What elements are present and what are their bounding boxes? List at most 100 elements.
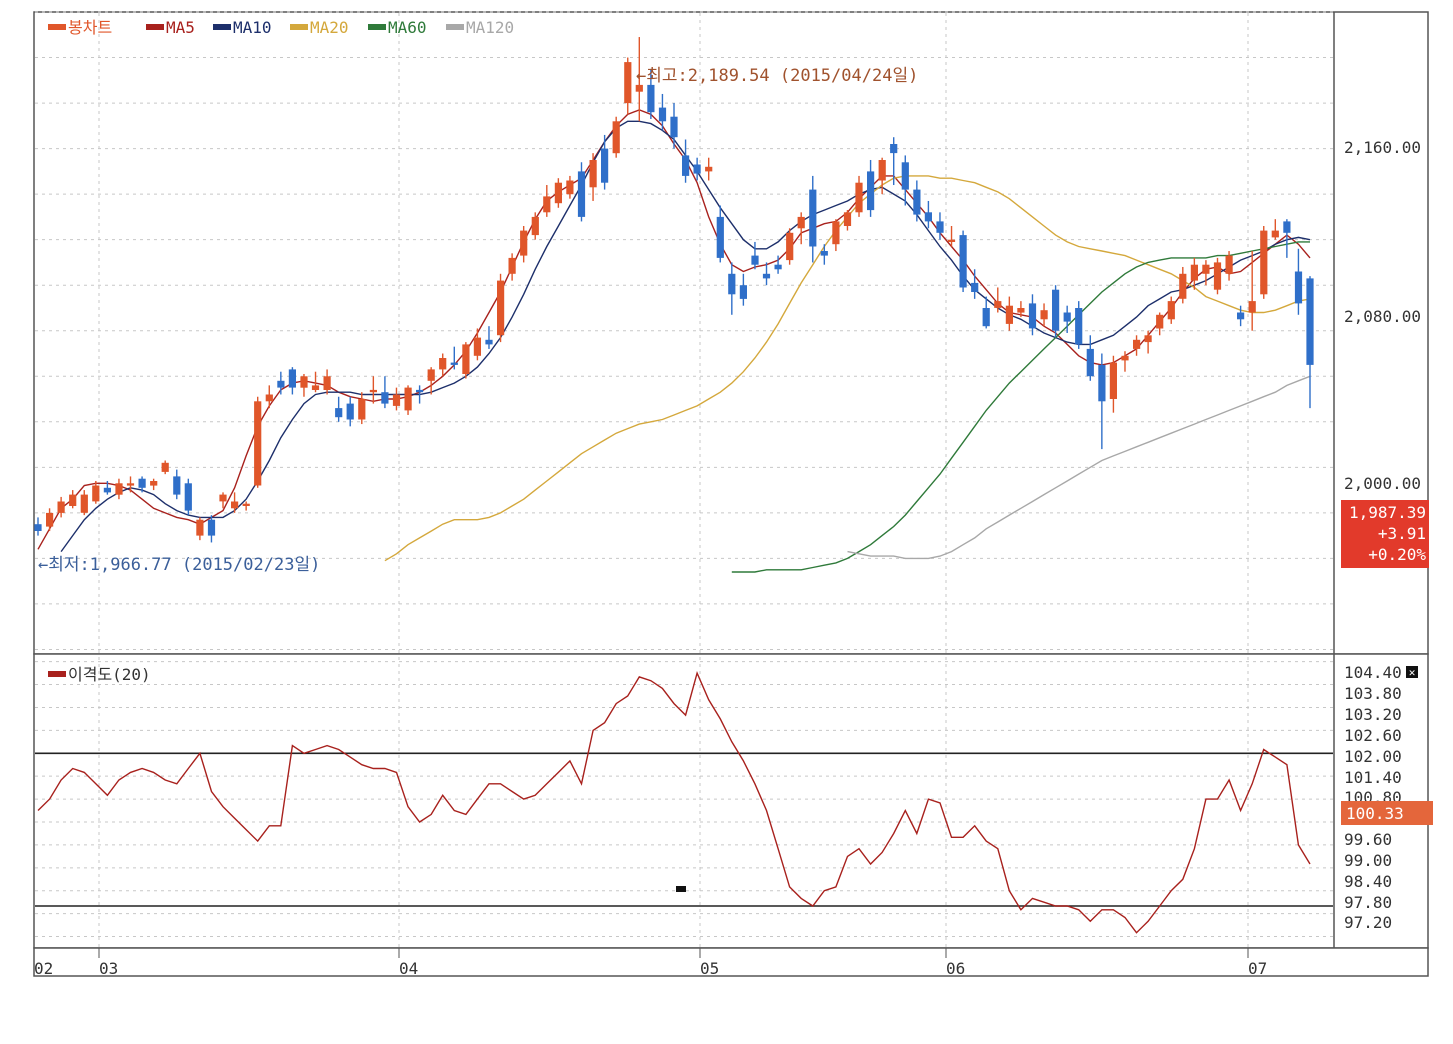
candle-body: [381, 392, 389, 404]
candle: [346, 396, 354, 427]
candle: [520, 226, 528, 263]
candle: [843, 210, 852, 231]
candle: [34, 517, 42, 536]
candle-body: [867, 171, 875, 211]
candle-body: [103, 487, 111, 493]
candle: [242, 501, 250, 511]
candle: [1040, 303, 1048, 327]
legend-swatch-ma120: [446, 24, 464, 30]
candle-body: [1133, 339, 1141, 349]
candle: [184, 478, 192, 516]
candle-body: [69, 494, 77, 506]
candle: [786, 228, 794, 265]
candle: [867, 159, 875, 217]
disparity-line-path: [37, 670, 1311, 934]
osc-y-tick: 102.00: [1344, 747, 1402, 766]
candle: [682, 139, 690, 183]
candle: [1028, 294, 1037, 336]
candle: [173, 469, 181, 500]
panel-close-button[interactable]: [1406, 666, 1418, 678]
candle: [392, 387, 401, 411]
candle: [601, 134, 609, 190]
candle: [647, 68, 655, 119]
candle-body: [254, 401, 262, 486]
candle: [265, 385, 273, 409]
candle-body: [878, 160, 886, 181]
candle-body: [728, 273, 736, 295]
candle-body: [531, 216, 539, 236]
candle-body: [265, 394, 273, 402]
candle: [762, 262, 771, 286]
legend-swatch-candle: [48, 24, 66, 30]
candle-body: [1271, 230, 1279, 238]
candle-body: [508, 257, 516, 274]
splitter-handle[interactable]: [676, 886, 686, 892]
candle-body: [335, 408, 343, 418]
candle-body: [46, 512, 54, 527]
candle: [1167, 296, 1175, 324]
candle: [1248, 251, 1256, 331]
candle-body: [138, 478, 146, 488]
candle: [92, 480, 100, 504]
candle: [1306, 276, 1314, 409]
candle: [300, 373, 308, 397]
legend-label-ma120: MA120: [466, 18, 514, 37]
candle-body: [242, 503, 250, 506]
candle-body: [624, 62, 632, 104]
price-panel: [33, 11, 1429, 655]
candle-body: [566, 180, 574, 195]
candle: [358, 392, 366, 425]
legend-swatch-ma60: [368, 24, 386, 30]
candle: [497, 273, 505, 343]
legend-label-ma20: MA20: [310, 18, 349, 37]
candle: [161, 460, 169, 475]
candle-body: [497, 280, 505, 336]
candle-body: [439, 358, 447, 370]
candle-body: [485, 339, 493, 345]
candle: [323, 369, 331, 395]
candle: [1213, 257, 1222, 295]
candle: [508, 253, 516, 281]
candle-body: [1040, 310, 1048, 320]
candle-body: [543, 196, 551, 213]
candle-body: [589, 160, 597, 188]
candle: [1144, 330, 1152, 354]
candle-body: [311, 385, 320, 390]
candle-body: [1179, 273, 1187, 299]
candle: [624, 57, 632, 115]
candle: [924, 200, 932, 229]
candle: [57, 496, 65, 518]
price-legend: 봉차트 MA5 MA10 MA20 MA60 MA120: [48, 18, 514, 37]
candle: [150, 478, 158, 491]
candle-body: [959, 235, 967, 288]
candle: [1225, 251, 1233, 281]
legend-swatch-ma5: [146, 24, 164, 30]
candle: [577, 162, 586, 222]
candle-body: [762, 273, 771, 279]
x-tick-label: 04: [399, 959, 418, 978]
candle-body: [1144, 335, 1152, 343]
candle-body: [1017, 308, 1025, 313]
candle-body: [1167, 301, 1175, 320]
candle-body: [658, 107, 667, 122]
legend-label-candle: 봉차트: [68, 18, 112, 37]
candle-body: [1075, 308, 1083, 345]
candle-body: [751, 255, 759, 265]
candle-body: [1005, 305, 1013, 324]
candle-body: [80, 494, 88, 513]
candle: [1133, 335, 1141, 356]
candle-body: [682, 155, 690, 176]
candle: [219, 492, 227, 509]
candle-body: [115, 483, 123, 495]
candle: [890, 137, 898, 186]
candle: [1052, 285, 1060, 338]
current-price-background: [1341, 500, 1429, 568]
candle-body: [832, 221, 840, 245]
candle: [277, 371, 285, 395]
x-tick-label: 06: [946, 959, 965, 978]
candle: [658, 93, 667, 131]
candle: [404, 385, 412, 415]
close-icon[interactable]: ✕: [1409, 666, 1416, 679]
candle-body: [92, 485, 100, 502]
candle-body: [196, 519, 204, 536]
